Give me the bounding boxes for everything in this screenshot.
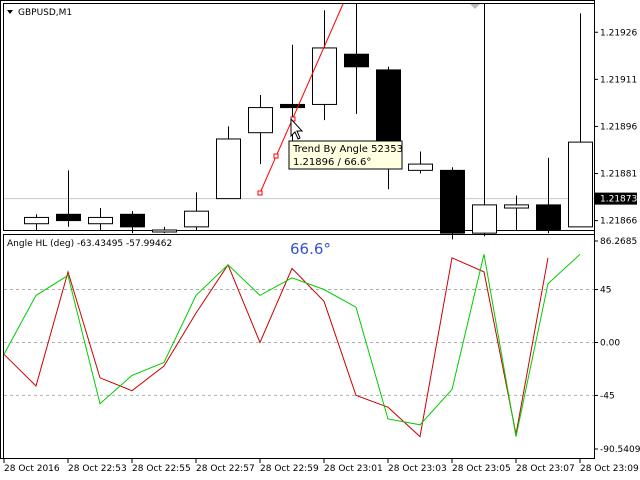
time-tick-label: 28 Oct 23:05 <box>452 464 511 474</box>
bear-candle-body <box>56 213 81 222</box>
time-tick-label: 28 Oct 22:55 <box>132 464 191 474</box>
candle <box>536 157 561 234</box>
price-tick-label: 1.21911 <box>600 75 637 85</box>
candle <box>24 214 49 230</box>
candle <box>120 211 145 234</box>
bull-candle-body <box>184 210 209 228</box>
current-price-label: 1.21873 <box>600 195 637 205</box>
current-price-badge <box>595 192 637 205</box>
candle <box>56 170 81 227</box>
time-tick-label: 28 Oct 22:53 <box>68 464 127 474</box>
bull-candle-body <box>24 216 49 225</box>
time-tick-label: 28 Oct 23:03 <box>388 464 447 474</box>
bull-candle-body <box>568 141 593 228</box>
bear-candle-body <box>120 213 145 228</box>
candle <box>152 226 177 234</box>
price-tick-label: 1.21926 <box>600 28 637 38</box>
mouse-cursor-icon <box>290 117 304 140</box>
bull-candle-body <box>472 204 497 234</box>
candle <box>472 4 497 237</box>
bull-candle-body <box>408 163 433 171</box>
indicator-tick-label: 45 <box>600 286 611 296</box>
price-axis: 1.21926 1.21911 1.21896 1.21881 1.21866 1.218… <box>594 28 637 227</box>
candle <box>408 151 433 174</box>
bear-candle-body <box>344 53 369 68</box>
time-tick-label: 28 Oct 23:07 <box>516 464 575 474</box>
time-tick-label: 28 Oct 23:01 <box>324 464 383 474</box>
bull-candle-body <box>216 138 241 200</box>
chart-shift-marker-icon[interactable] <box>470 4 480 9</box>
indicator-title: Angle HL (deg) -63.43495 -57.99462 <box>7 239 172 249</box>
bull-candle-body <box>152 229 177 233</box>
time-tick-label: 28 Oct 22:57 <box>196 464 255 474</box>
price-tick-label: 1.21866 <box>600 217 637 227</box>
angle-line-red <box>3 257 549 438</box>
indicator-tick-label: 86.2685 <box>600 237 637 247</box>
angle-label: 66.6° <box>290 240 331 258</box>
indicator-tick-label: 0.00 <box>600 338 620 348</box>
indicator-grid <box>4 289 594 396</box>
indicator-pane[interactable] <box>3 234 595 459</box>
price-tick-label: 1.21881 <box>600 170 637 180</box>
tooltip-line-1: Trend By Angle 52353 <box>292 144 403 155</box>
candle <box>184 192 209 230</box>
indicator-lines <box>3 253 581 438</box>
indicator-tick-label: -90.54094 <box>600 445 640 455</box>
bear-candle-body <box>280 103 305 109</box>
candle <box>312 10 337 121</box>
time-axis: 28 Oct 2016 28 Oct 22:53 28 Oct 22:55 28 Oc… <box>3 459 639 474</box>
symbol-title: GBPUSD,M1 <box>18 8 72 18</box>
trend-by-angle-object[interactable] <box>257 3 344 196</box>
price-tick-label: 1.21896 <box>600 122 637 132</box>
bull-candle-body <box>248 107 273 134</box>
candle <box>568 13 593 228</box>
trend-line[interactable] <box>259 3 344 194</box>
angle-line-green <box>3 253 581 437</box>
time-tick-label: 28 Oct 23:09 <box>580 464 639 474</box>
bull-candle-body <box>504 204 529 209</box>
tooltip: Trend By Angle 52353 1.21896 / 66.6° <box>288 140 403 170</box>
trend-line-anchor-mid[interactable] <box>273 153 279 159</box>
indicator-axis: 86.2685 45 0.00 -45 -90.54094 <box>594 237 640 455</box>
candle <box>88 208 113 230</box>
bull-candle-body <box>88 216 113 225</box>
chevron-down-icon[interactable] <box>7 10 13 14</box>
price-pane[interactable] <box>3 3 595 231</box>
tooltip-line-2: 1.21896 / 66.6° <box>293 157 371 168</box>
candle <box>248 95 273 165</box>
bear-candle-body <box>440 169 465 234</box>
time-tick-label: 28 Oct 22:59 <box>260 464 319 474</box>
trend-line-anchor-start[interactable] <box>257 190 263 196</box>
indicator-tick-label: -45 <box>600 391 615 401</box>
candle <box>440 167 465 240</box>
candle <box>504 195 529 230</box>
bull-candle-body <box>312 47 337 105</box>
candle <box>344 4 369 114</box>
bear-candle-body <box>536 204 561 231</box>
time-tick-label: 28 Oct 2016 <box>4 464 60 474</box>
candle <box>216 126 241 200</box>
